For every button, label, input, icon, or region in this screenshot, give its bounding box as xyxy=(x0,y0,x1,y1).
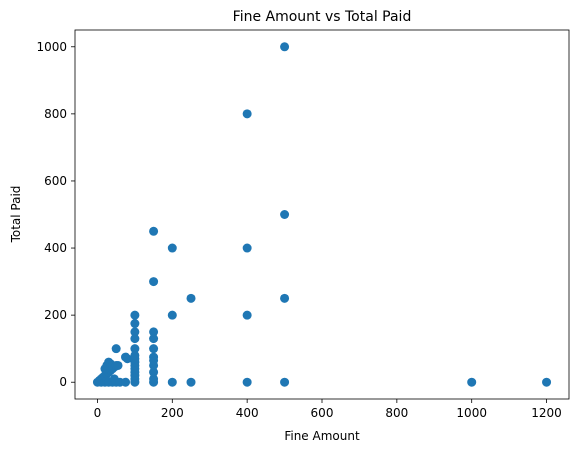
data-point xyxy=(467,377,477,387)
y-axis-label: Total Paid xyxy=(9,186,23,244)
data-point xyxy=(149,277,159,287)
x-axis-label: Fine Amount xyxy=(284,429,360,443)
y-tick-label: 800 xyxy=(44,107,67,121)
data-point xyxy=(149,374,159,384)
data-point xyxy=(242,109,252,119)
data-point xyxy=(167,243,177,253)
data-point xyxy=(167,377,177,387)
x-tick-label: 1200 xyxy=(531,406,562,420)
data-point xyxy=(186,293,196,303)
data-point xyxy=(280,42,290,52)
x-tick-label: 200 xyxy=(161,406,184,420)
y-tick-label: 600 xyxy=(44,174,67,188)
plot-frame xyxy=(74,29,570,400)
data-point xyxy=(186,377,196,387)
data-point xyxy=(542,377,552,387)
data-point xyxy=(111,344,121,354)
y-tick-label: 200 xyxy=(44,308,67,322)
x-tick-label: 800 xyxy=(385,406,408,420)
y-tick-label: 400 xyxy=(44,241,67,255)
data-points xyxy=(92,42,552,387)
y-axis-ticks: 0 200 400 600 800 1000 xyxy=(36,40,75,389)
chart-title: Fine Amount vs Total Paid xyxy=(233,9,412,25)
data-point xyxy=(280,377,290,387)
data-point xyxy=(121,377,131,387)
data-point xyxy=(130,334,140,344)
data-point xyxy=(130,350,140,360)
data-point xyxy=(242,310,252,320)
data-point xyxy=(149,352,159,362)
data-point xyxy=(242,243,252,253)
y-tick-label: 0 xyxy=(59,375,67,389)
data-point xyxy=(130,319,140,329)
data-point xyxy=(280,210,290,219)
data-point xyxy=(130,310,140,320)
x-tick-label: 1000 xyxy=(456,406,487,420)
x-axis-ticks: 0 200 400 600 800 1000 1200 xyxy=(94,399,562,420)
x-tick-label: 600 xyxy=(311,406,334,420)
data-point xyxy=(113,360,123,370)
data-point xyxy=(130,344,140,354)
data-point xyxy=(167,310,177,320)
x-tick-label: 0 xyxy=(94,406,102,420)
data-point xyxy=(149,226,159,236)
data-point xyxy=(130,327,140,337)
data-point xyxy=(149,334,159,344)
y-tick-label: 1000 xyxy=(36,40,67,54)
data-point xyxy=(242,377,252,387)
data-point xyxy=(280,293,290,303)
data-point xyxy=(149,367,159,377)
x-tick-label: 400 xyxy=(236,406,259,420)
data-point xyxy=(122,354,132,364)
data-point xyxy=(149,327,159,337)
data-point xyxy=(149,344,159,354)
